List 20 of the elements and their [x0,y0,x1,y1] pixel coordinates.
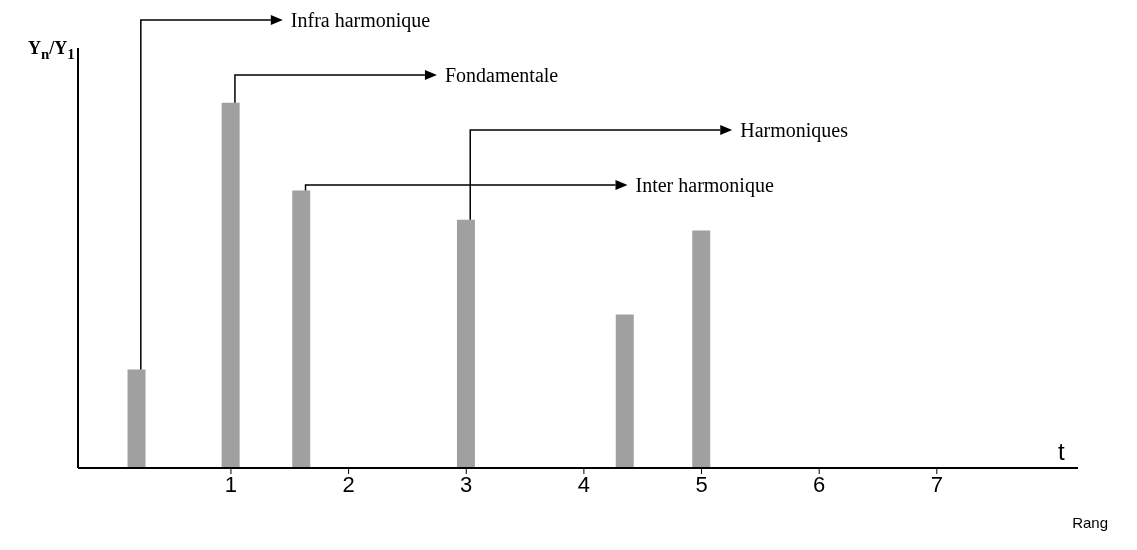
x-tick-label: 3 [460,471,473,497]
annotation: Fondamentale [444,64,559,86]
bar [127,369,146,468]
x-axis-title: Rang [1072,514,1108,531]
x-tick-label: 1 [224,471,238,497]
bar [456,219,475,468]
y-axis-title: Y$_{n}$/Y$_{1}$ [28,38,75,63]
annotation: Inter harmonique [635,174,774,197]
x-tick-label: 2 [342,471,355,497]
x-tick-label: 5 [695,471,708,497]
x-tick-label: 6 [813,471,826,497]
annotation: t [1058,438,1065,465]
bar [221,102,240,468]
bar [692,230,711,468]
bar [615,314,634,468]
bar [292,190,311,468]
x-tick-label: 7 [930,471,943,497]
x-tick-label: 4 [577,471,591,497]
annotation: Harmoniques [740,119,849,142]
annotation: Infra harmonique [290,9,431,32]
